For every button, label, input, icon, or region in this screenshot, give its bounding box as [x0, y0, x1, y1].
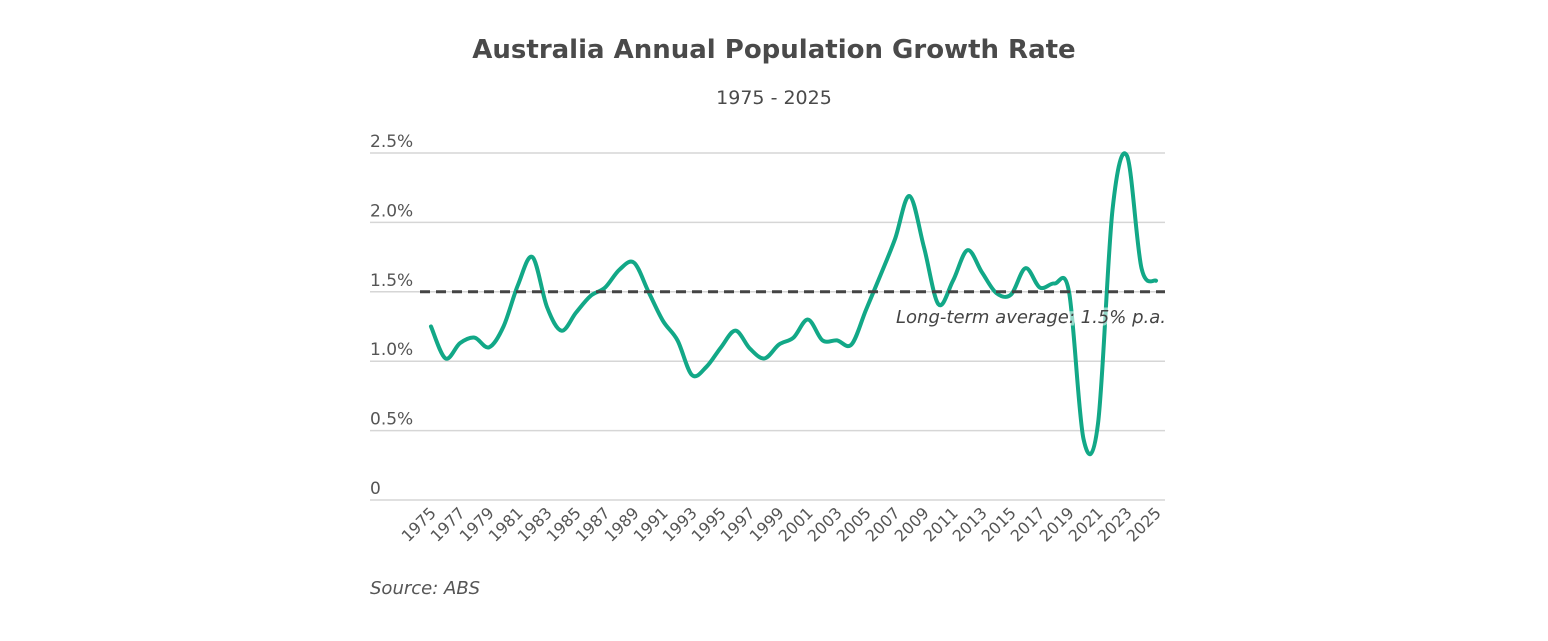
- chart-title: Australia Annual Population Growth Rate: [472, 35, 1075, 65]
- y-tick-label: 0: [370, 479, 381, 499]
- y-tick-label: 2.0%: [370, 201, 413, 221]
- average-label: Long-term average: 1.5% p.a.: [896, 307, 1166, 328]
- chart-subtitle: 1975 - 2025: [716, 87, 832, 109]
- x-axis: 1975197719791981198319851987198919911993…: [398, 503, 1165, 545]
- x-tick-label: 2025: [1123, 503, 1165, 545]
- y-tick-label: 1.0%: [370, 340, 413, 360]
- y-tick-label: 1.5%: [370, 271, 413, 291]
- y-tick-label: 2.5%: [370, 132, 413, 152]
- source-note: Source: ABS: [370, 578, 480, 599]
- y-tick-label: 0.5%: [370, 410, 413, 430]
- series-line: [429, 151, 1158, 457]
- y-axis: 0 0.5% 1.0% 1.5% 2.0% 2.5%: [370, 132, 413, 499]
